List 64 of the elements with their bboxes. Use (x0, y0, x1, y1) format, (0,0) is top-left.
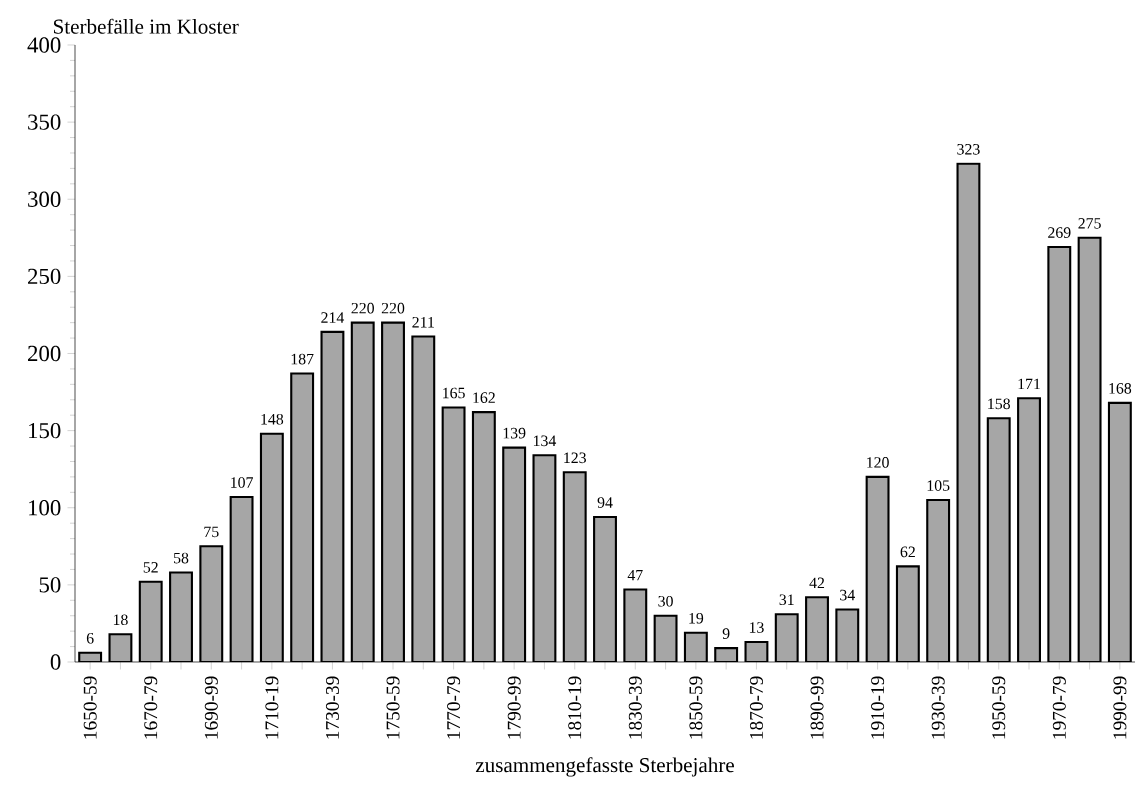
data-label: 148 (261, 413, 284, 425)
data-label: 52 (143, 562, 158, 573)
y-tick-label: 200 (28, 345, 61, 362)
x-tick-label: 1830-39 (628, 676, 642, 739)
data-label: 158 (988, 398, 1010, 410)
x-tick-label: 1890-99 (810, 676, 824, 739)
y-axis-title: Sterbefälle im Kloster (53, 18, 239, 34)
x-tick-label: 1690-99 (204, 676, 218, 739)
y-tick-label: 50 (39, 577, 61, 593)
x-tick-label: 1950-59 (992, 676, 1006, 739)
data-label: 9 (722, 628, 730, 639)
data-label: 47 (627, 569, 643, 581)
x-tick-label: 1730-39 (325, 676, 339, 739)
x-tick-label: 1810-19 (568, 676, 582, 739)
x-tick-label: 1970-79 (1052, 676, 1066, 739)
y-tick-label: 100 (29, 500, 61, 516)
x-tick-label: 1670-79 (144, 676, 158, 739)
data-label: 30 (658, 595, 673, 607)
data-label: 165 (443, 387, 465, 399)
data-label: 323 (957, 144, 980, 155)
x-tick-label: 1850-59 (689, 676, 703, 739)
data-label: 18 (113, 614, 128, 626)
x-axis-title: zusammengefasste Sterbejahre (475, 757, 734, 777)
data-label: 168 (1109, 383, 1132, 394)
data-label: 6 (86, 632, 94, 644)
data-label: 220 (351, 302, 374, 314)
data-label: 171 (1018, 378, 1040, 390)
x-tick-label: 1770-79 (447, 676, 461, 739)
data-label: 75 (204, 526, 219, 538)
data-label: 34 (840, 589, 855, 601)
x-tick-label: 1930-39 (931, 676, 945, 739)
data-label: 211 (412, 316, 434, 328)
x-tick-label: 1650-59 (83, 676, 97, 739)
data-label: 19 (689, 612, 704, 624)
data-label: 31 (779, 594, 794, 606)
x-tick-label: 1790-99 (507, 676, 521, 739)
x-tick-label: 1870-79 (749, 676, 763, 739)
y-tick-label: 0 (50, 654, 61, 670)
data-label: 134 (533, 435, 557, 447)
data-label: 62 (900, 546, 915, 558)
data-label: 105 (927, 480, 950, 491)
x-tick-label: 1990-99 (1113, 676, 1127, 739)
data-label: 13 (749, 622, 764, 633)
data-label: 275 (1078, 218, 1101, 229)
data-label: 94 (597, 497, 613, 508)
data-label: 58 (174, 552, 189, 564)
data-label: 220 (381, 302, 405, 314)
data-label: 139 (503, 427, 526, 439)
y-tick-label: 300 (28, 191, 61, 207)
y-tick-label: 400 (27, 37, 61, 53)
data-label: 214 (321, 312, 345, 323)
data-label: 120 (867, 457, 889, 468)
data-label: 187 (291, 353, 314, 365)
x-tick-label: 1750-59 (386, 676, 400, 739)
y-tick-label: 150 (29, 422, 61, 439)
y-tick-label: 250 (28, 268, 61, 285)
y-tick-label: 350 (28, 114, 61, 130)
x-tick-label: 1910-19 (871, 676, 885, 739)
x-tick-label: 1710-19 (265, 676, 279, 739)
data-label: 107 (231, 477, 253, 488)
data-label: 123 (564, 452, 586, 464)
data-label: 42 (809, 577, 825, 589)
data-label: 269 (1048, 227, 1071, 238)
data-label: 162 (473, 392, 495, 403)
